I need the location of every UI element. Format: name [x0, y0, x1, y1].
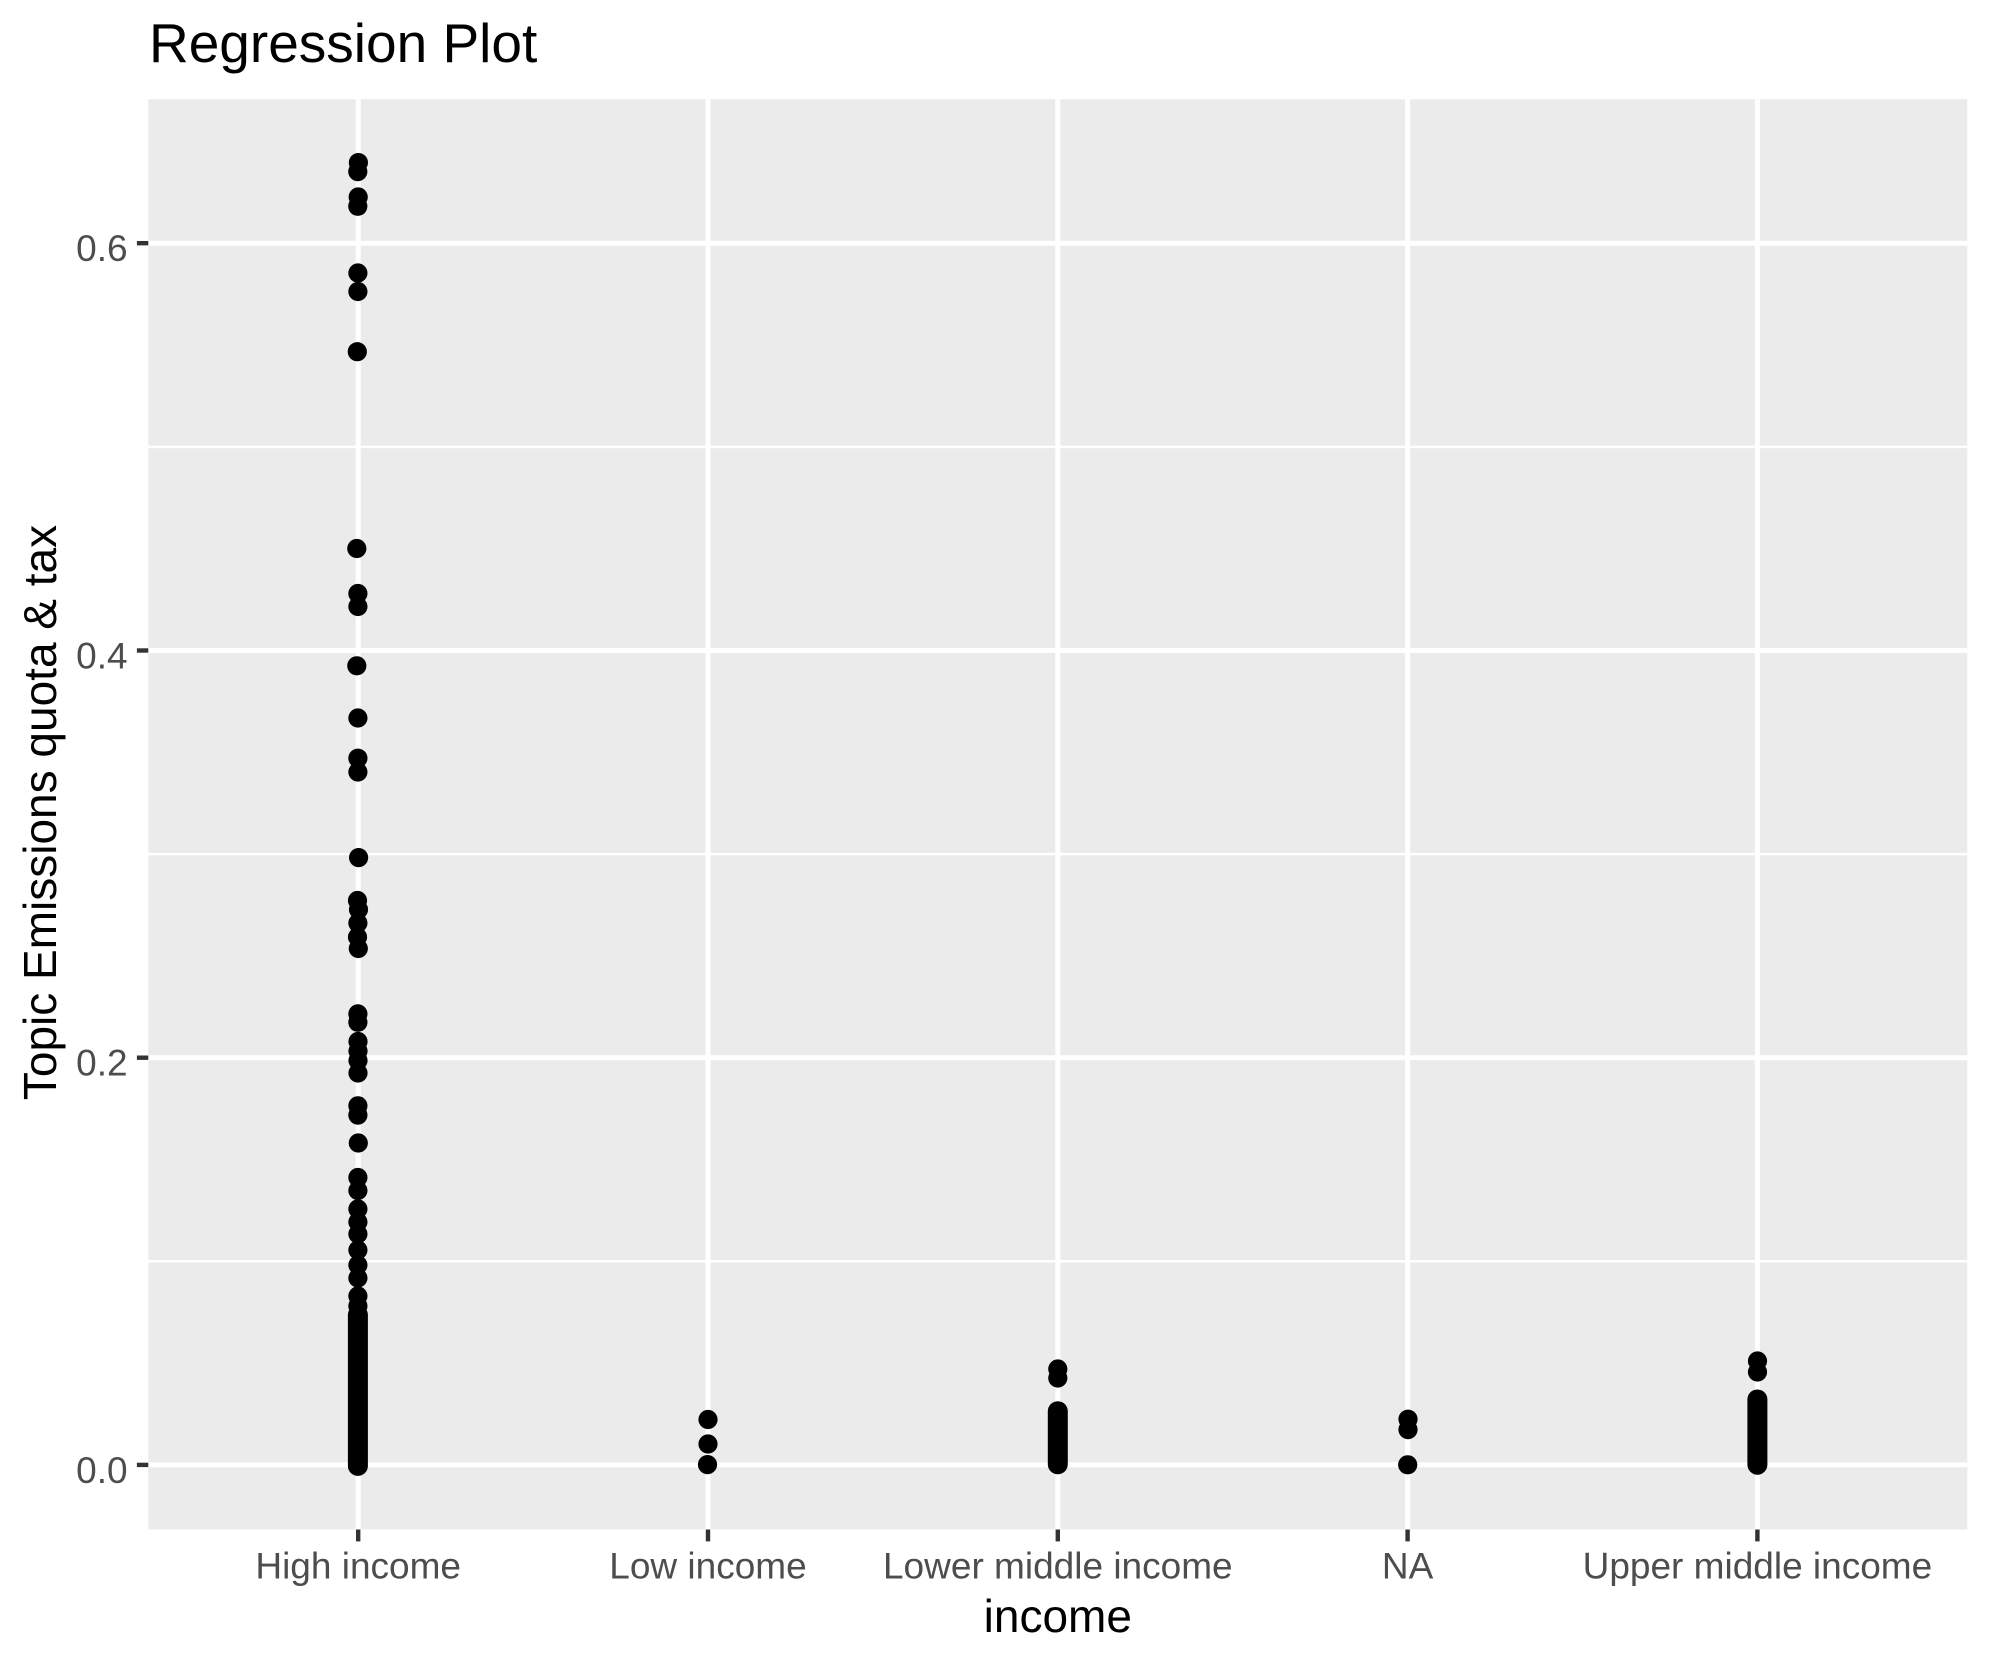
- svg-text:0.2: 0.2: [76, 1043, 127, 1084]
- svg-text:0.0: 0.0: [76, 1450, 127, 1491]
- svg-text:Regression Plot: Regression Plot: [149, 12, 537, 74]
- svg-text:NA: NA: [1382, 1546, 1434, 1587]
- svg-text:income: income: [984, 1590, 1132, 1642]
- svg-text:Topic Emissions quota & tax: Topic Emissions quota & tax: [14, 525, 66, 1100]
- svg-text:0.4: 0.4: [76, 636, 127, 677]
- svg-text:0.6: 0.6: [76, 228, 127, 269]
- svg-text:High income: High income: [255, 1546, 461, 1587]
- svg-text:Lower middle income: Lower middle income: [883, 1546, 1233, 1587]
- svg-text:Low income: Low income: [609, 1546, 806, 1587]
- svg-text:Upper middle income: Upper middle income: [1583, 1546, 1933, 1587]
